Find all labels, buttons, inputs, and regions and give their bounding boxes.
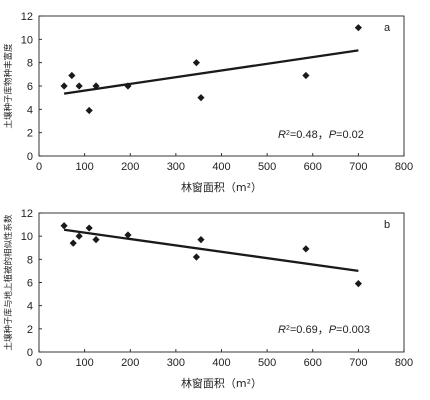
y-axis-label: 土壤种子库物种丰富度	[3, 43, 14, 129]
stat-p-label: P	[329, 324, 337, 336]
stat-r2-label: R	[278, 324, 286, 336]
y-tick-label: 2	[27, 324, 33, 336]
data-point	[85, 224, 93, 232]
x-tick-label: 600	[304, 357, 322, 369]
y-tick-label: 10	[21, 231, 33, 243]
x-tick-label: 400	[212, 357, 230, 369]
data-point	[85, 106, 93, 115]
data-point	[197, 94, 205, 102]
x-tick-label: 500	[258, 357, 276, 369]
data-point	[92, 236, 100, 244]
regression-line	[63, 228, 359, 273]
x-tick-label: 300	[167, 161, 185, 173]
x-axis-label: 林窗面积（m²）	[181, 376, 262, 390]
y-tick-label: 0	[27, 347, 33, 359]
stat-r2-label: R	[278, 129, 286, 141]
x-tick-label: 200	[121, 161, 139, 173]
data-point	[302, 245, 310, 253]
panel-label: a	[384, 22, 391, 34]
data-point	[69, 239, 77, 247]
y-tick-label: 2	[27, 128, 33, 140]
chart-panel-b: 0 100 200 300 400 500 600 700 800 0 2 4 6 8 10 12 林窗面积（m…	[3, 208, 413, 390]
data-point	[124, 82, 132, 90]
x-tick-label: 300	[167, 357, 185, 369]
data-point	[192, 59, 201, 67]
data-point	[60, 82, 68, 90]
x-tick-label: 800	[395, 161, 413, 173]
x-tick-label: 600	[304, 161, 322, 173]
data-point	[354, 280, 362, 288]
x-tick-label: 700	[349, 161, 367, 173]
data-point	[75, 232, 83, 240]
y-tick-label: 4	[27, 104, 33, 116]
regression-stats: R2=0.48，P=0.02	[278, 129, 364, 141]
x-tick-label: 200	[121, 357, 139, 369]
x-tick-label: 100	[75, 357, 93, 369]
stat-r2-sup: 2	[286, 130, 290, 137]
x-tick-label: 0	[36, 161, 42, 173]
regression-line	[63, 49, 359, 95]
regression-stats: R2=0.69，P=0.003	[278, 324, 370, 336]
y-tick-label: 6	[27, 278, 33, 290]
chart-panel-a: 0 100 200 300 400 500 600 700 800 0 2 4 6 8 10 12 林窗面积（m…	[3, 11, 413, 194]
x-tick-label: 100	[75, 161, 93, 173]
stat-p-value: =0.003	[336, 324, 370, 336]
data-point	[124, 231, 132, 239]
y-tick-label: 12	[21, 208, 33, 220]
x-tick-label: 800	[395, 357, 413, 369]
x-tick-label: 500	[258, 161, 276, 173]
y-tick-label: 12	[21, 11, 33, 23]
data-point	[68, 71, 76, 80]
x-tick-label: 0	[36, 357, 42, 369]
y-tick-label: 6	[27, 81, 33, 93]
stat-r2-sup: 2	[286, 325, 290, 332]
stat-p-label: P	[329, 129, 337, 141]
x-tick-label: 700	[349, 357, 367, 369]
data-point	[92, 82, 100, 90]
y-tick-label: 8	[27, 58, 33, 70]
panel-label: b	[384, 219, 390, 231]
data-point	[197, 236, 205, 244]
y-tick-label: 0	[27, 151, 33, 163]
data-point	[192, 253, 201, 261]
y-tick-label: 4	[27, 301, 33, 313]
stat-r2-value: =0.69，	[290, 324, 329, 336]
stat-r2-value: =0.48，	[290, 129, 329, 141]
y-tick-label: 10	[21, 34, 33, 46]
stat-p-value: =0.02	[336, 129, 364, 141]
data-point	[75, 82, 83, 90]
data-point	[60, 222, 68, 230]
x-axis-label: 林窗面积（m²）	[181, 180, 262, 194]
data-point	[302, 71, 310, 80]
x-tick-label: 400	[212, 161, 230, 173]
y-axis-label: 土壤种子库与地上植被的相似性系数	[3, 214, 14, 351]
data-point	[354, 24, 362, 32]
y-tick-label: 8	[27, 254, 33, 266]
